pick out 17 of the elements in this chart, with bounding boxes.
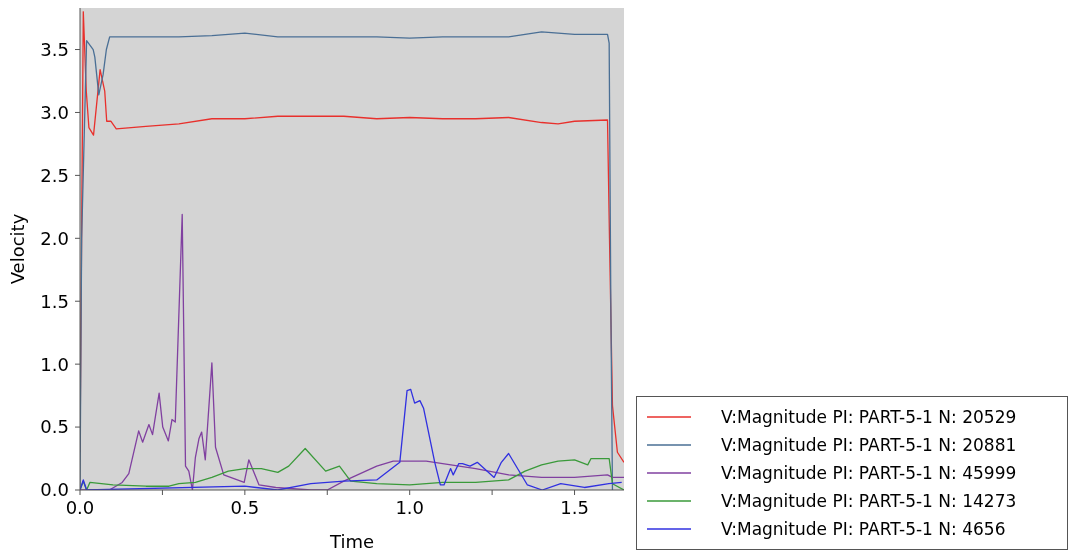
legend-label: V:Magnitude PI: PART-5-1 N: 14273 <box>721 491 1017 511</box>
y-tick-label: 3.5 <box>40 38 69 60</box>
x-tick-label: 1.5 <box>560 496 589 518</box>
y-tick-label: 0.5 <box>40 416 69 438</box>
y-tick-label: 1.5 <box>40 290 69 312</box>
y-tick-label: 3.0 <box>40 101 69 123</box>
legend-label: V:Magnitude PI: PART-5-1 N: 4656 <box>721 519 1006 539</box>
legend-label: V:Magnitude PI: PART-5-1 N: 20881 <box>721 435 1017 455</box>
x-axis-title: Time <box>328 531 375 552</box>
legend-label: V:Magnitude PI: PART-5-1 N: 20529 <box>721 407 1017 427</box>
y-tick-label: 1.0 <box>40 353 69 375</box>
x-tick-label: 1.0 <box>395 496 425 518</box>
x-tick-label: 0.5 <box>230 496 260 518</box>
legend-label: V:Magnitude PI: PART-5-1 N: 45999 <box>721 463 1017 483</box>
y-tick-label: 2.0 <box>40 227 69 249</box>
y-axis-title: Velocity <box>7 213 29 285</box>
y-tick-label: 2.5 <box>40 164 69 186</box>
